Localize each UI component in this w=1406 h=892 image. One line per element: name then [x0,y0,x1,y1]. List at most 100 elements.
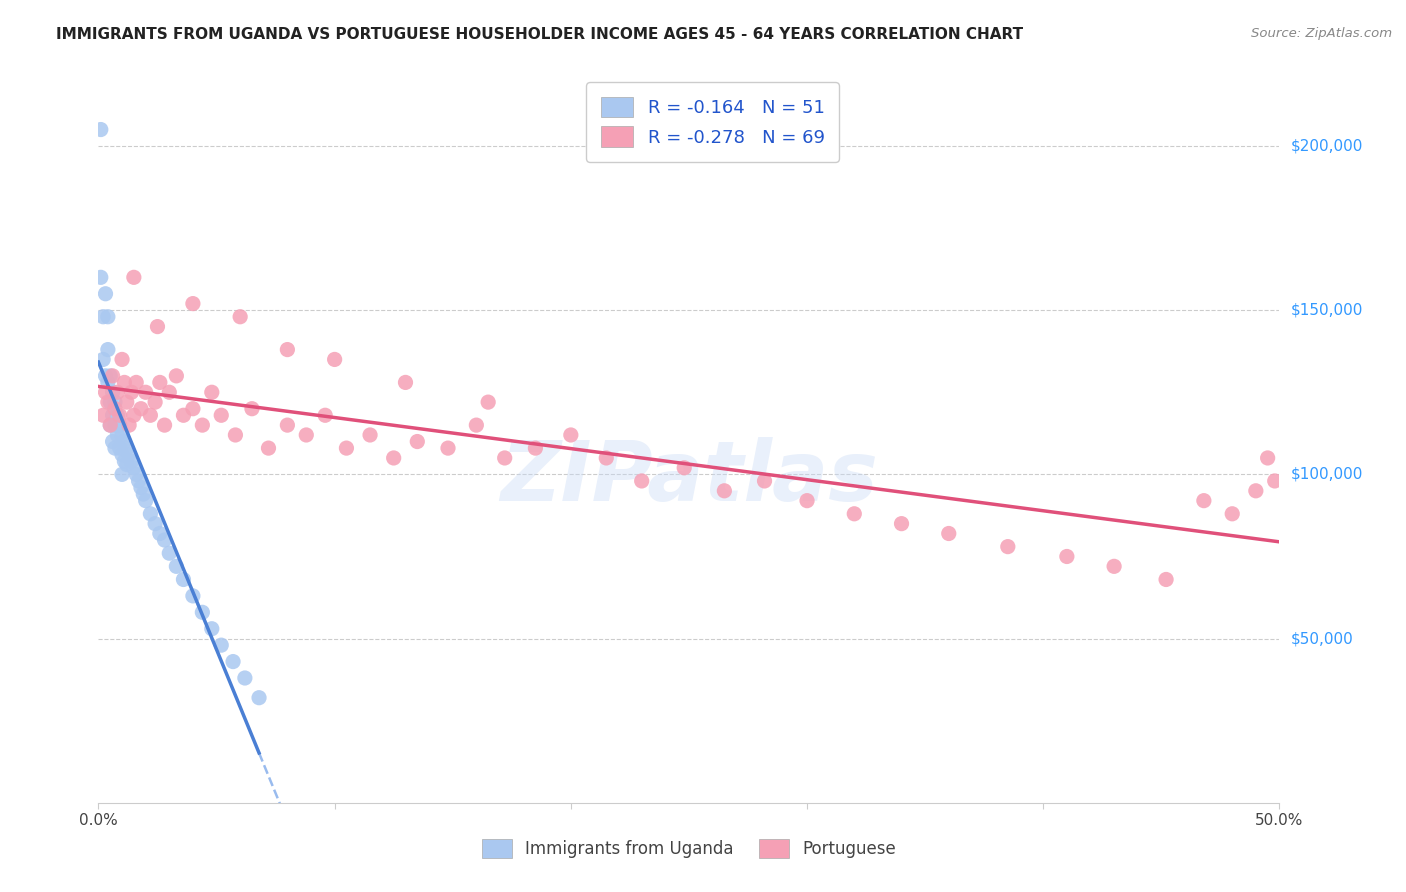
Point [276,418,298,433]
Point [97,310,120,324]
Point [112,434,135,449]
Point [191,418,214,433]
Text: $200,000: $200,000 [1291,138,1362,153]
Point [359,428,381,442]
Point [94,368,117,383]
Point [104,441,127,455]
Point [143,395,166,409]
Point [111,352,134,367]
Point [118,418,141,433]
Point [128,474,150,488]
Point [754,474,776,488]
Point [129,481,152,495]
Point [890,516,912,531]
Point [240,401,263,416]
Point [125,467,148,482]
Point [165,559,187,574]
Point [90,270,112,285]
Point [595,450,617,465]
Point [314,409,336,423]
Point [111,428,134,442]
Point [149,376,172,390]
Legend: Immigrants from Uganda, Portuguese: Immigrants from Uganda, Portuguese [474,830,904,867]
Point [139,507,162,521]
Point [406,434,429,449]
Point [129,401,152,416]
Point [247,690,270,705]
Text: Source: ZipAtlas.com: Source: ZipAtlas.com [1251,27,1392,40]
Point [465,418,488,433]
Point [91,352,114,367]
Point [101,368,124,383]
Point [101,434,124,449]
Point [997,540,1019,554]
Text: $50,000: $50,000 [1291,632,1354,646]
Point [122,270,145,285]
Point [165,368,187,383]
Point [108,418,131,433]
Point [323,352,346,367]
Point [181,401,204,416]
Point [153,533,176,547]
Point [122,409,145,423]
Point [157,385,180,400]
Point [1192,493,1215,508]
Point [257,441,280,455]
Point [382,450,405,465]
Point [1102,559,1125,574]
Point [796,493,818,508]
Point [494,450,516,465]
Point [191,605,214,619]
Point [94,385,117,400]
Point [104,395,127,409]
Text: ZIPatlas: ZIPatlas [501,437,877,518]
Point [115,441,138,455]
Point [118,448,141,462]
Point [295,428,318,442]
Point [111,448,134,462]
Point [222,655,245,669]
Point [135,385,157,400]
Point [713,483,735,498]
Point [181,589,204,603]
Point [97,376,120,390]
Point [105,409,128,423]
Point [477,395,499,409]
Point [181,296,204,310]
Point [104,401,127,416]
Point [276,343,298,357]
Point [524,441,547,455]
Point [233,671,256,685]
Point [91,409,114,423]
Point [97,343,120,357]
Point [115,395,138,409]
Point [630,474,652,488]
Point [121,454,143,468]
Point [94,286,117,301]
Point [101,385,124,400]
Point [122,460,145,475]
Point [125,376,148,390]
Point [1154,573,1177,587]
Point [143,516,166,531]
Point [335,441,357,455]
Text: IMMIGRANTS FROM UGANDA VS PORTUGUESE HOUSEHOLDER INCOME AGES 45 - 64 YEARS CORRE: IMMIGRANTS FROM UGANDA VS PORTUGUESE HOU… [56,27,1024,42]
Point [1257,450,1279,465]
Point [201,385,224,400]
Point [157,546,180,560]
Point [97,395,120,409]
Point [105,385,128,400]
Text: $100,000: $100,000 [1291,467,1362,482]
Point [673,460,696,475]
Point [201,622,224,636]
Point [135,493,157,508]
Point [108,409,131,423]
Point [172,573,194,587]
Point [111,467,134,482]
Point [90,122,112,136]
Point [115,458,138,472]
Point [1220,507,1243,521]
Point [98,395,121,409]
Point [224,428,246,442]
Point [149,526,172,541]
